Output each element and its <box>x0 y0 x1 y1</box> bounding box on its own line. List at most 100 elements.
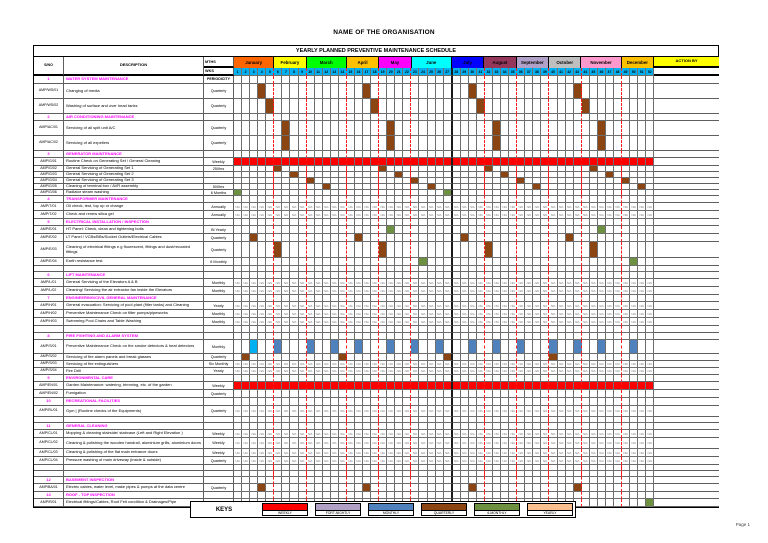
week-cell: N/A <box>468 302 477 310</box>
week-cell <box>290 76 299 84</box>
month-header: June <box>411 57 452 68</box>
week-cell: N/A <box>363 406 372 417</box>
week-cell: N/A <box>638 279 647 287</box>
row-periodicity <box>204 266 234 272</box>
week-cell <box>533 166 542 172</box>
week-cell <box>330 326 339 333</box>
week-cell <box>622 234 631 242</box>
week-cell <box>403 158 412 166</box>
key-swatch <box>316 504 360 511</box>
week-cell <box>525 258 534 266</box>
week-cell <box>646 151 655 158</box>
week-cell <box>509 484 518 492</box>
week-cell <box>557 166 566 172</box>
week-cell: N/A <box>403 406 412 417</box>
week-cell: N/A <box>290 211 299 219</box>
week-cell: N/A <box>282 302 291 310</box>
week-cell <box>250 84 259 99</box>
week-cell <box>298 390 307 398</box>
week-cell <box>605 196 614 203</box>
week-cell <box>638 499 647 507</box>
week-cell: N/A <box>395 318 404 326</box>
week-cell <box>266 158 275 166</box>
week-cell: N/A <box>379 457 388 465</box>
week-cell: N/A <box>354 287 363 295</box>
week-cell <box>613 258 622 266</box>
week-cell <box>573 184 582 190</box>
week-cell <box>266 423 275 430</box>
week-cell <box>346 184 355 190</box>
week-cell <box>533 136 542 151</box>
week-number-cell: 9 <box>298 68 307 76</box>
row-sno: AMP/S/04 <box>34 368 64 375</box>
week-cell: N/A <box>250 310 259 318</box>
week-cell <box>525 158 534 166</box>
week-cell <box>419 178 428 184</box>
week-cell <box>274 258 283 266</box>
week-cell <box>493 326 502 333</box>
week-cell: N/A <box>646 211 655 219</box>
week-cell <box>427 242 436 258</box>
week-cell <box>581 242 590 258</box>
week-cell: N/A <box>330 457 339 465</box>
week-cell <box>493 417 502 423</box>
week-number-cell: 2 <box>242 68 251 76</box>
week-cell <box>622 84 631 99</box>
week-cell <box>476 484 485 492</box>
week-cell <box>379 114 388 121</box>
week-cell <box>581 492 590 499</box>
week-cell: N/A <box>630 449 639 457</box>
week-cell <box>427 423 436 430</box>
row-description <box>64 471 204 477</box>
week-cell: N/A <box>452 449 461 457</box>
week-cell <box>322 340 331 354</box>
week-cell <box>573 99 582 114</box>
key-swatch <box>369 504 413 511</box>
week-cell <box>493 333 502 340</box>
week-cell <box>387 166 396 172</box>
week-cell <box>509 417 518 423</box>
week-cell <box>589 76 598 84</box>
week-cell: N/A <box>501 211 510 219</box>
week-cell <box>363 226 372 234</box>
row-sno: AMP/RL/01 <box>34 406 64 417</box>
week-cell <box>509 242 518 258</box>
week-cell: N/A <box>468 368 477 375</box>
week-cell <box>282 354 291 361</box>
row-action-by <box>654 172 719 178</box>
week-cell: N/A <box>509 211 518 219</box>
week-cell: N/A <box>395 287 404 295</box>
week-cell <box>234 234 243 242</box>
week-cell <box>443 417 453 423</box>
week-cell <box>322 272 331 279</box>
week-cell <box>354 219 363 226</box>
week-cell <box>630 196 639 203</box>
week-cell <box>509 382 518 390</box>
week-cell: N/A <box>525 368 534 375</box>
week-cell <box>258 266 267 272</box>
week-cell <box>395 492 404 499</box>
week-cell <box>435 136 444 151</box>
week-cell: N/A <box>371 368 380 375</box>
week-cell: N/A <box>435 318 444 326</box>
week-cell: N/A <box>298 368 307 375</box>
week-cell <box>354 333 363 340</box>
week-cell <box>589 477 598 484</box>
week-cell <box>387 471 396 477</box>
week-cell: N/A <box>549 457 558 465</box>
row-description: Routine Check on Generating Set / Genera… <box>64 158 204 166</box>
column-header-action-by: ACTION BY <box>654 57 719 68</box>
week-cell <box>460 465 469 471</box>
row-action-by <box>654 354 719 361</box>
row-description: Changing of media <box>64 84 204 99</box>
week-cell <box>354 121 363 136</box>
week-cell <box>435 417 444 423</box>
row-periodicity: Quarterly <box>204 234 234 242</box>
week-cell <box>549 333 558 340</box>
week-cell <box>330 333 339 340</box>
task-row: AMP/E/03 Cleaning of electrical fittings … <box>34 242 719 258</box>
week-cell <box>597 151 606 158</box>
week-cell: N/A <box>290 406 299 417</box>
week-cell <box>468 234 477 242</box>
week-cell <box>646 423 655 430</box>
